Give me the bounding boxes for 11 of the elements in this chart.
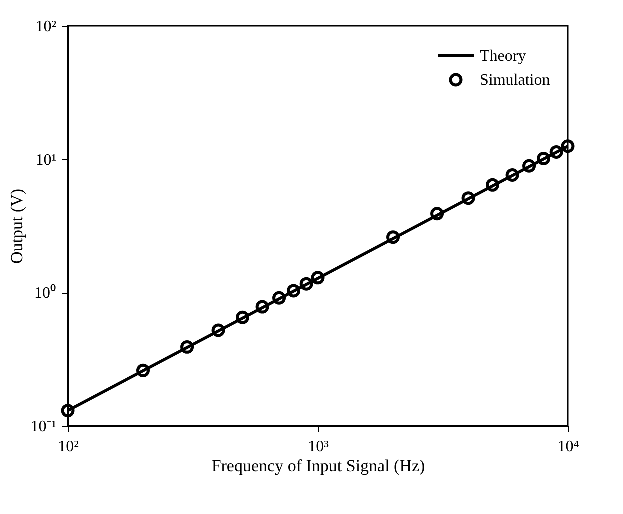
x-tick-label: 10² (58, 438, 80, 456)
legend-label: Simulation (480, 72, 550, 89)
legend-label: Theory (480, 48, 526, 65)
x-axis-title: Frequency of Input Signal (Hz) (212, 456, 426, 476)
y-tick-label: 10⁻¹ (30, 418, 57, 436)
y-tick-label: 10¹ (36, 152, 57, 169)
y-tick-label: 10² (36, 18, 57, 36)
x-tick-label: 10³ (308, 438, 330, 456)
y-tick-label: 10⁰ (34, 284, 56, 302)
x-tick-label: 10⁴ (558, 438, 580, 456)
y-axis-title: Output (V) (8, 188, 27, 264)
